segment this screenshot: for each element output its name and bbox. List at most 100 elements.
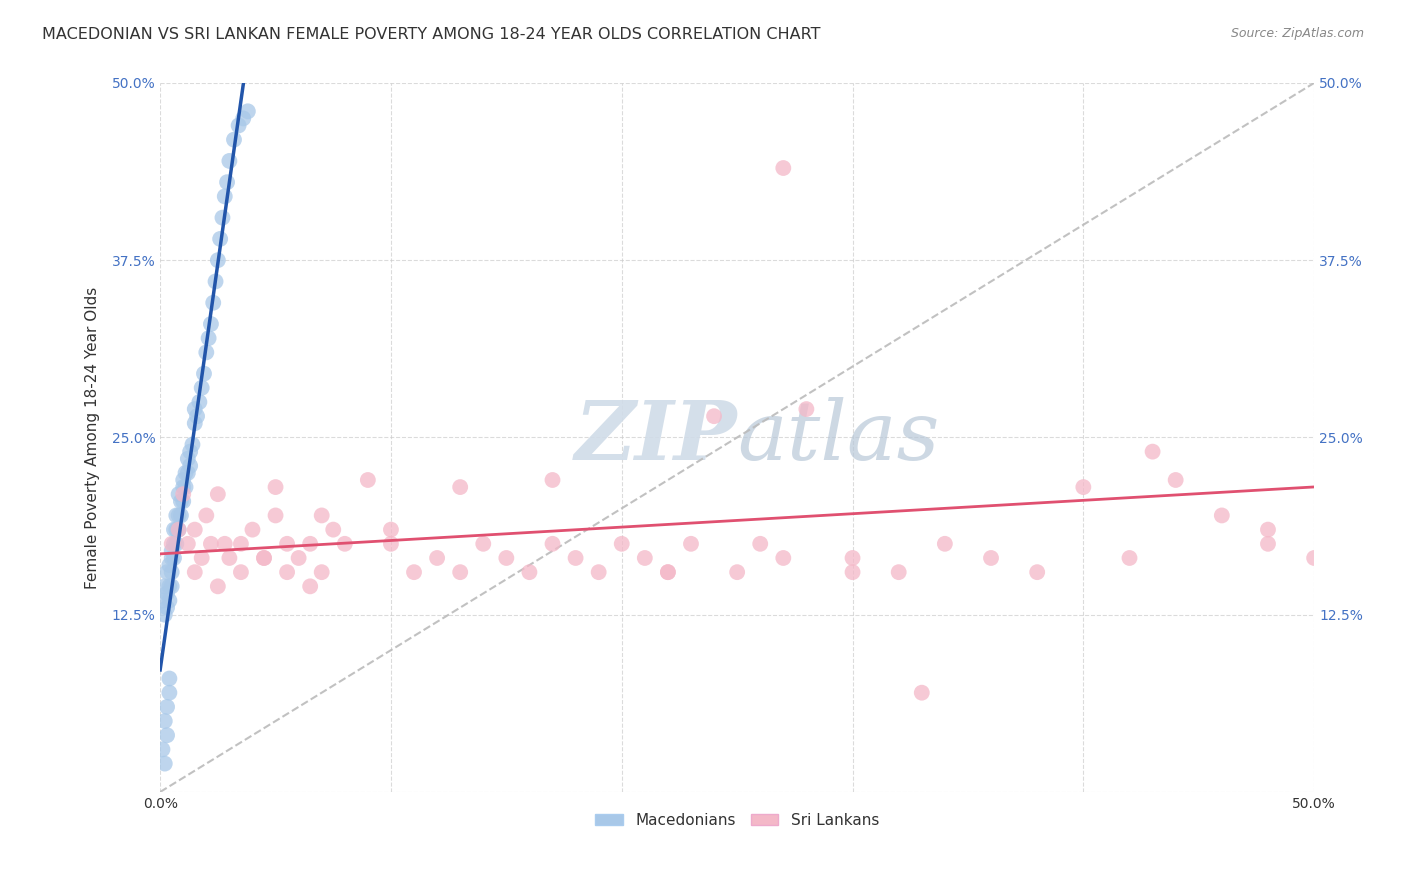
Point [200, 537, 222, 551]
Point [242, 523, 264, 537]
Point [195, 508, 218, 523]
Point [172, 494, 194, 508]
Point [156, 565, 179, 579]
Point [157, 686, 180, 700]
Point [380, 537, 402, 551]
Point [229, 537, 252, 551]
Point [172, 487, 194, 501]
Point [322, 523, 344, 537]
Point [170, 494, 193, 508]
Point [174, 466, 197, 480]
Point [934, 537, 956, 551]
Point [311, 565, 333, 579]
Point [228, 119, 250, 133]
Point [264, 508, 287, 523]
Point [167, 487, 190, 501]
Point [657, 565, 679, 579]
Point [153, 756, 176, 771]
Point [657, 565, 679, 579]
Point [276, 537, 298, 551]
Point [160, 544, 183, 558]
Point [163, 551, 186, 566]
Point [179, 444, 201, 458]
Point [1164, 473, 1187, 487]
Point [181, 437, 204, 451]
Text: atlas: atlas [737, 398, 939, 477]
Point [299, 537, 322, 551]
Point [541, 537, 564, 551]
Point [772, 551, 794, 566]
Point [232, 112, 254, 126]
Point [236, 104, 259, 119]
Point [703, 409, 725, 424]
Point [188, 395, 211, 409]
Point [211, 211, 233, 225]
Point [217, 175, 239, 189]
Point [311, 508, 333, 523]
Point [402, 565, 425, 579]
Point [190, 551, 212, 566]
Point [1118, 551, 1140, 566]
Point [1073, 480, 1095, 494]
Point [357, 473, 380, 487]
Point [207, 487, 229, 501]
Point [887, 565, 910, 579]
Point [911, 686, 934, 700]
Point [184, 402, 207, 417]
Point [495, 551, 517, 566]
Point [204, 275, 226, 289]
Point [153, 579, 176, 593]
Point [163, 523, 186, 537]
Point [184, 417, 207, 431]
Point [749, 537, 772, 551]
Point [276, 565, 298, 579]
Point [1257, 537, 1279, 551]
Point [167, 508, 190, 523]
Point [264, 480, 287, 494]
Point [218, 551, 240, 566]
Legend: Macedonians, Sri Lankans: Macedonians, Sri Lankans [589, 806, 884, 834]
Point [287, 551, 309, 566]
Point [152, 593, 174, 607]
Point [157, 579, 180, 593]
Point [165, 523, 187, 537]
Point [200, 317, 222, 331]
Point [588, 565, 610, 579]
Point [229, 565, 252, 579]
Point [1303, 551, 1326, 566]
Point [163, 537, 186, 551]
Point [214, 189, 236, 203]
Point [449, 480, 471, 494]
Point [796, 402, 818, 417]
Point [165, 508, 187, 523]
Point [184, 523, 207, 537]
Point [449, 565, 471, 579]
Point [152, 742, 174, 756]
Point [610, 537, 633, 551]
Point [299, 579, 322, 593]
Point [156, 600, 179, 615]
Point [541, 473, 564, 487]
Point [160, 537, 183, 551]
Y-axis label: Female Poverty Among 18-24 Year Olds: Female Poverty Among 18-24 Year Olds [86, 286, 100, 589]
Point [157, 558, 180, 572]
Point [167, 523, 190, 537]
Point [634, 551, 657, 566]
Point [1142, 444, 1164, 458]
Point [177, 466, 200, 480]
Point [157, 672, 180, 686]
Point [380, 523, 402, 537]
Point [153, 607, 176, 622]
Point [772, 161, 794, 175]
Point [214, 537, 236, 551]
Point [193, 367, 215, 381]
Text: Source: ZipAtlas.com: Source: ZipAtlas.com [1230, 27, 1364, 40]
Point [1026, 565, 1049, 579]
Point [207, 253, 229, 268]
Text: ZIP: ZIP [575, 398, 737, 477]
Point [156, 586, 179, 600]
Point [190, 381, 212, 395]
Point [841, 565, 863, 579]
Point [186, 409, 208, 424]
Point [519, 565, 541, 579]
